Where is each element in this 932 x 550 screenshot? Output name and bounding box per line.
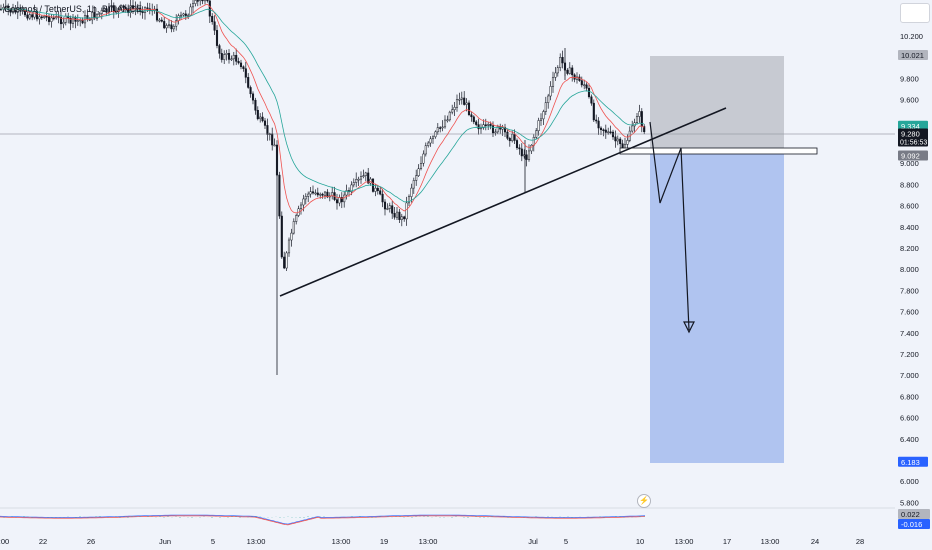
oscillator-tags: 0.022-0.016 — [898, 509, 930, 529]
time-tick-label: Jul — [528, 537, 538, 546]
moving-averages — [0, 3, 645, 214]
price-tag-label: 6.183 — [901, 458, 920, 467]
oscillator-series — [0, 514, 646, 526]
price-tick-label: 6.600 — [900, 414, 919, 423]
time-tick-label: 13:00 — [247, 537, 266, 546]
price-scale[interactable]: 10.200 9.800 9.600 9.000 8.800 8.600 8.400 8.20… — [895, 0, 932, 550]
projection-arrowhead — [683, 321, 695, 334]
countdown-label: 01:56:53 — [900, 140, 927, 147]
time-tick-label: 17 — [723, 537, 731, 546]
oscillator-tag — [898, 509, 930, 519]
time-tick-label: 19 — [380, 537, 388, 546]
time-axis[interactable]: :00 22 26 Jun 5 13:00 13:00 19 13:00 Jul 5 10 13:00 1… — [0, 532, 932, 550]
time-tick-label: 13:00 — [332, 537, 351, 546]
time-tick-label: 13:00 — [675, 537, 694, 546]
symbol-title: Cosmos / TetherUS, 1h, BINANCE — [4, 4, 142, 14]
price-tick-label: 6.400 — [900, 435, 919, 444]
oscillator-tag-label: -0.016 — [901, 520, 922, 529]
time-tick-label: 26 — [87, 537, 95, 546]
price-tick-label: 8.800 — [900, 180, 919, 189]
price-tick-label: 6.000 — [900, 477, 919, 486]
price-tag-label: 9.334 — [901, 122, 920, 131]
time-tick-label: :00 — [0, 537, 9, 546]
price-tick-label: 8.000 — [900, 265, 919, 274]
time-tick-label: 24 — [811, 537, 819, 546]
take-profit-zone[interactable] — [650, 149, 784, 463]
price-tick-label: 9.000 — [900, 159, 919, 168]
time-tick-label: 5 — [211, 537, 215, 546]
stop-loss-zone[interactable] — [650, 56, 784, 149]
price-tick-label: 7.600 — [900, 308, 919, 317]
entry-rectangle[interactable] — [619, 147, 818, 155]
price-tick-label: 7.000 — [900, 371, 919, 380]
projection-path[interactable] — [649, 121, 690, 331]
price-tag — [898, 150, 928, 161]
price-tag — [898, 456, 928, 467]
price-tick-label: 8.400 — [900, 223, 919, 232]
price-tick-label: 5.800 — [900, 498, 919, 507]
price-tick-label: 8.200 — [900, 244, 919, 253]
oscillator-tag — [898, 519, 930, 529]
price-tick-label: 8.600 — [900, 202, 919, 211]
time-tick-label: 5 — [564, 537, 568, 546]
price-tag — [898, 128, 928, 147]
price-tick-label: 10.200 — [900, 32, 923, 41]
time-tick-label: Jun — [159, 537, 171, 546]
price-tag-label: 9.092 — [901, 151, 920, 160]
price-tick-label: 9.600 — [900, 96, 919, 105]
lightning-icon[interactable]: ⚡ — [637, 494, 651, 508]
time-tick-label: 22 — [39, 537, 47, 546]
price-tick-label: 7.400 — [900, 329, 919, 338]
time-tick-label: 13:00 — [761, 537, 780, 546]
time-tick-label: 28 — [856, 537, 864, 546]
price-tick-label: 7.200 — [900, 350, 919, 359]
candlestick-series — [0, 0, 646, 375]
top-right-button[interactable] — [900, 3, 930, 23]
price-tick-label: 9.800 — [900, 74, 919, 83]
price-tick-label: 7.800 — [900, 286, 919, 295]
symbol-legend[interactable]: Cosmos / TetherUS, 1h, BINANCE — [4, 4, 142, 14]
oscillator-tag-label: 0.022 — [901, 510, 920, 519]
price-tag — [898, 49, 928, 60]
price-tick-label: 6.800 — [900, 392, 919, 401]
price-tag-label: 10.021 — [901, 51, 924, 60]
time-tick-label: 13:00 — [419, 537, 438, 546]
price-tag — [898, 120, 928, 131]
price-tag-label: 9.280 — [901, 130, 920, 139]
time-tick-label: 10 — [636, 537, 644, 546]
